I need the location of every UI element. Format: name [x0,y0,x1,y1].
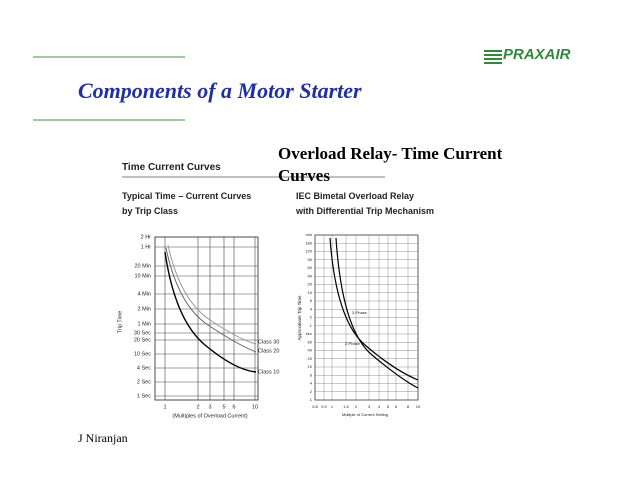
y-tick-label: 60 [308,339,313,344]
y-tick-label: 2 Hr [141,234,152,240]
y-tick-label: 40 [308,273,313,278]
curve [335,237,419,389]
y-tick-label: 4 Min [138,291,151,297]
figure-subheading: IEC Bimetal Overload Relay [296,191,415,201]
y-tick-label: 1 [310,397,313,402]
y-tick-label: 1 Sec [137,393,151,399]
curve-label: Class 30 [258,339,279,345]
title: Components of a Motor Starter [78,78,362,103]
y-tick-label: 30 Sec [134,330,151,336]
y-tick-label: 10 Min [134,273,151,279]
y-tick-label: 10 Sec [134,351,151,357]
logo-mark [484,50,502,64]
y-tick-label: min [306,232,312,237]
x-tick-label: 0.8 [312,404,318,409]
plot-frame [154,236,259,401]
y-tick-label: 40 [308,348,313,353]
x-tick-label: 2 [355,404,358,409]
subtitle: Overload Relay- Time Current Curves [278,144,503,185]
y-tick-label: 10 [308,364,313,369]
x-tick-label: 5 [387,404,390,409]
curve [165,247,257,353]
y-tick-label: 4 [310,306,313,311]
y-tick-label: 20 [308,282,313,287]
x-tick-label: 4 [378,404,381,409]
x-tick-label: 1 [163,404,166,410]
x-tick-label: 5 [222,404,225,410]
curve-label: 3-Phase [352,310,368,315]
y-tick-label: 60 [308,265,313,270]
y-tick-label: sec [306,331,312,336]
curve [329,237,419,381]
figure-subheading: Typical Time – Current Curves [122,191,252,201]
axis-label: Approximate Trip Time [297,295,302,341]
y-tick-label: 1 Min [138,321,151,327]
y-tick-label: 2 [310,315,313,320]
x-tick-label: 10 [416,404,421,409]
y-tick-label: 2 Sec [137,379,151,385]
y-tick-label: 4 Sec [137,365,151,371]
curve-label: 2-Phase [345,341,361,346]
logo: PRAXAIR [503,46,571,63]
y-tick-label: 2 Min [138,306,151,312]
x-tick-label: 0.9 [321,404,327,409]
y-tick-label: 120 [305,249,312,254]
y-tick-label: 20 [308,356,313,361]
y-tick-label: 1 [310,323,313,328]
y-tick-label: 1 Hr [141,244,152,250]
axis-label: (Multiples of Overload Current) [172,413,247,419]
y-tick-label: 20 Sec [134,337,151,343]
figure-heading: Time Current Curves [122,162,221,173]
x-tick-label: 1 [331,404,334,409]
footer: J Niranjan [78,431,128,445]
y-tick-label: 6 [310,372,313,377]
x-tick-label: 1.5 [343,404,349,409]
x-tick-label: 6 [395,404,398,409]
axis-label: Trip Time [117,311,123,334]
x-tick-label: 6 [232,404,235,410]
x-tick-label: 3 [368,404,371,409]
y-tick-label: 6 [310,298,313,303]
figure-subheading: by Trip Class [122,206,179,216]
x-tick-label: 8 [407,404,410,409]
curve-label: Class 20 [258,348,279,354]
curve [164,251,257,373]
y-tick-label: 4 [310,381,313,386]
y-tick-label: 10 [308,290,313,295]
axis-label: Multiple of Current Setting [342,412,388,417]
curve-label: Class 10 [258,369,279,375]
x-tick-label: 10 [252,404,258,410]
x-tick-label: 2 [196,404,199,410]
y-tick-label: 180 [305,240,312,245]
x-tick-label: 3 [208,404,211,410]
y-tick-label: 90 [308,257,313,262]
curve [167,244,257,345]
y-tick-label: 2 [310,389,313,394]
y-tick-label: 20 Min [134,263,151,269]
figure-subheading: with Differential Trip Mechanism [296,206,435,216]
